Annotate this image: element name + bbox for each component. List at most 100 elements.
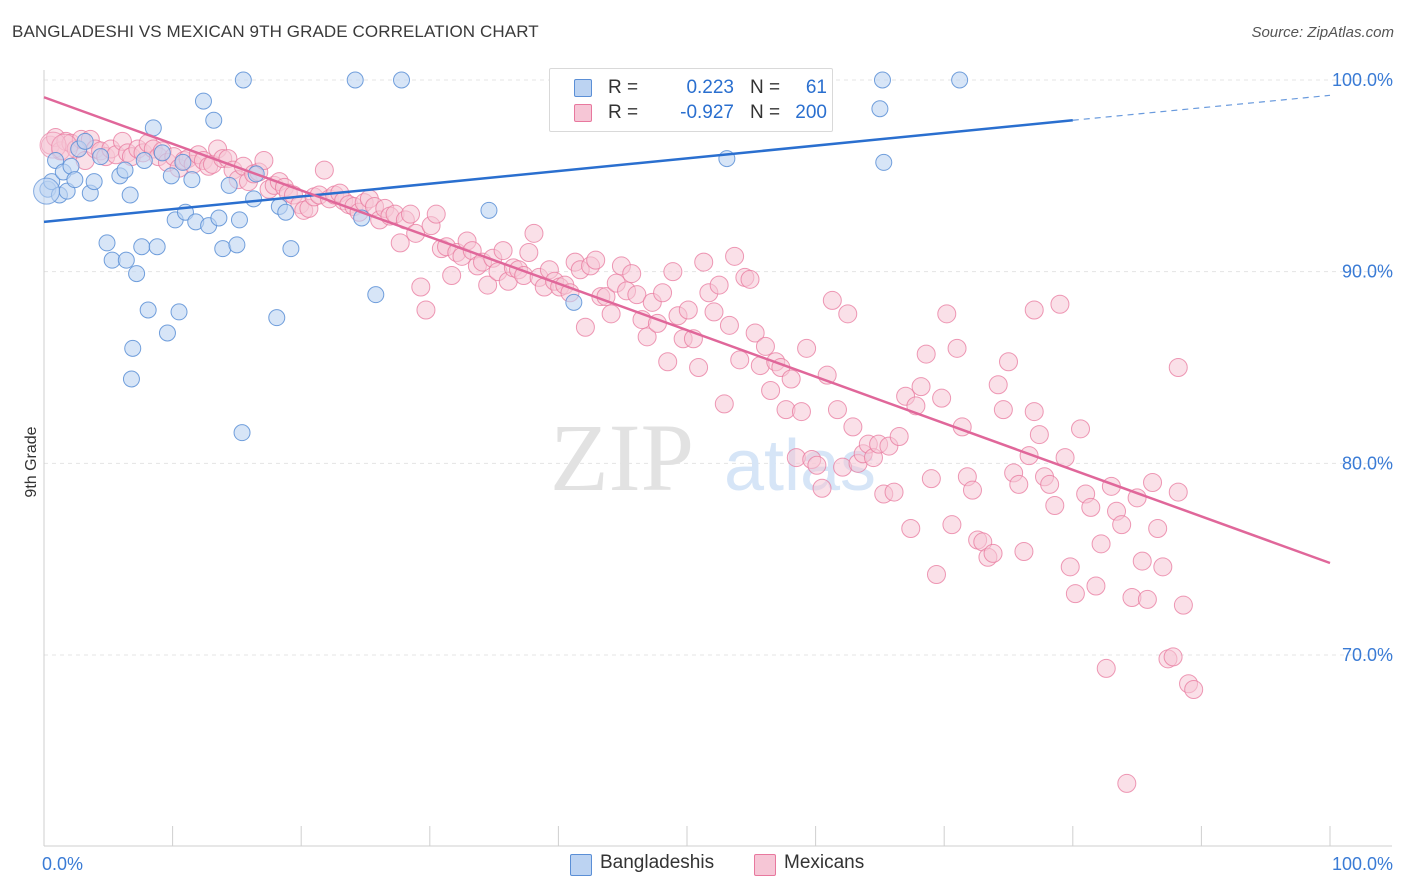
bangladeshi-point — [480, 201, 498, 219]
mexican-point — [901, 519, 921, 538]
mexican-point — [478, 275, 498, 295]
bangladeshi-point — [220, 176, 238, 194]
mexican-point — [1040, 474, 1060, 494]
mexican-point — [962, 480, 982, 500]
bangladeshi-point — [205, 111, 223, 129]
mexican-point — [937, 304, 957, 324]
bangladeshi-point — [234, 71, 252, 89]
mexican-point — [658, 352, 678, 372]
mexican-point — [709, 275, 729, 295]
legend-swatch-blue — [574, 79, 592, 97]
bangladeshi-point — [153, 144, 171, 162]
bangladeshi-point — [158, 324, 176, 342]
bangladeshi-point — [230, 211, 248, 229]
mexican-point — [838, 304, 858, 324]
mexican-point — [704, 302, 724, 322]
legend-r-label: R = — [608, 77, 639, 98]
mexican-point — [1009, 474, 1029, 494]
mexican-trend-line — [43, 96, 1331, 565]
mexican-point — [653, 283, 673, 303]
bangladeshi-point — [98, 234, 116, 252]
mexican-point — [1065, 584, 1085, 604]
mexican-point — [791, 402, 811, 422]
mexican-point — [426, 204, 446, 224]
bangladeshi-point — [268, 309, 286, 327]
bangladeshi-point — [66, 171, 84, 189]
mexican-point — [1045, 496, 1065, 515]
mexican-point — [993, 400, 1013, 420]
mexican-point — [983, 543, 1003, 563]
legend-r-value-bangladeshi: 0.223 — [686, 77, 734, 98]
mexican-point — [406, 223, 426, 243]
mexican-point — [442, 266, 462, 285]
mexican-point — [1117, 773, 1137, 793]
bangladeshi-points — [33, 71, 969, 442]
mexican-point — [1029, 425, 1049, 445]
mexican-point — [822, 290, 842, 310]
bangladeshi-point — [133, 238, 151, 256]
mexican-point — [1184, 680, 1204, 699]
mexican-point — [1137, 589, 1157, 609]
legend-swatch-pink — [574, 104, 592, 122]
mexican-point — [926, 565, 946, 584]
mexican-point — [1096, 658, 1116, 678]
mexican-point — [1112, 515, 1132, 535]
mexican-point — [719, 315, 739, 335]
mexican-point — [314, 160, 334, 180]
mexican-point — [1163, 647, 1183, 667]
mexican-point — [1060, 557, 1080, 577]
bangladeshi-point — [873, 71, 891, 89]
mexican-point — [999, 352, 1018, 372]
axis-labels: 100.0% 90.0% 80.0% 70.0% 0.0% 100.0% 9th Grade — [23, 70, 1393, 874]
mexican-point — [725, 246, 745, 266]
mexican-point — [411, 277, 431, 297]
bangladeshi-point — [183, 171, 201, 189]
trend-lines — [43, 94, 1331, 565]
mexican-point — [401, 204, 421, 224]
y-tick-label: 70.0% — [1342, 645, 1393, 665]
mexican-point — [678, 300, 698, 320]
y-tick-label: 100.0% — [1332, 70, 1393, 90]
bangladeshi-point — [92, 148, 110, 166]
bangladeshi-point — [210, 209, 228, 227]
mexican-point — [254, 151, 274, 170]
mexican-point — [1050, 294, 1070, 314]
bangladeshi-point — [116, 161, 134, 179]
bangladeshi-point — [875, 153, 893, 171]
mexican-point — [601, 304, 621, 324]
mexican-point — [694, 252, 714, 272]
legend-n-value-bangladeshi: 61 — [805, 77, 827, 98]
mexican-point — [942, 515, 962, 535]
mexican-point — [1153, 557, 1173, 577]
legend-r-value-mexican: -0.927 — [680, 102, 734, 123]
mexicans-label: Mexicans — [784, 852, 865, 873]
bangladeshi-trend-extension — [1072, 94, 1331, 121]
bangladeshis-swatch — [570, 854, 592, 876]
mexican-point — [1168, 482, 1188, 502]
bangladeshi-point — [124, 339, 142, 357]
correlation-legend: R = 0.223 N = 61 R = -0.927 N = 200 — [549, 68, 833, 132]
bangladeshi-point — [233, 424, 251, 442]
y-tick-label: 90.0% — [1342, 262, 1393, 282]
mexicans-swatch — [754, 854, 776, 876]
bangladeshi-point — [194, 92, 212, 110]
mexican-point — [714, 394, 734, 414]
mexican-point — [390, 233, 410, 253]
mexican-point — [1024, 402, 1044, 422]
y-tick-label: 80.0% — [1342, 453, 1393, 473]
mexican-point — [1091, 534, 1111, 554]
bangladeshi-point — [174, 153, 192, 171]
mexican-point — [1168, 358, 1188, 377]
mexican-point — [827, 400, 847, 420]
mexican-point — [1173, 595, 1193, 615]
mexican-point — [1086, 576, 1106, 596]
mexican-point — [988, 375, 1008, 395]
mexican-point — [1014, 542, 1034, 561]
legend-r-label: R = — [608, 102, 639, 123]
mexican-point — [493, 241, 513, 261]
bangladeshi-point — [139, 301, 157, 319]
bangladeshi-point — [33, 177, 61, 205]
mexican-point — [1081, 497, 1101, 517]
bangladeshi-point — [951, 71, 969, 89]
mexican-point — [889, 427, 909, 446]
